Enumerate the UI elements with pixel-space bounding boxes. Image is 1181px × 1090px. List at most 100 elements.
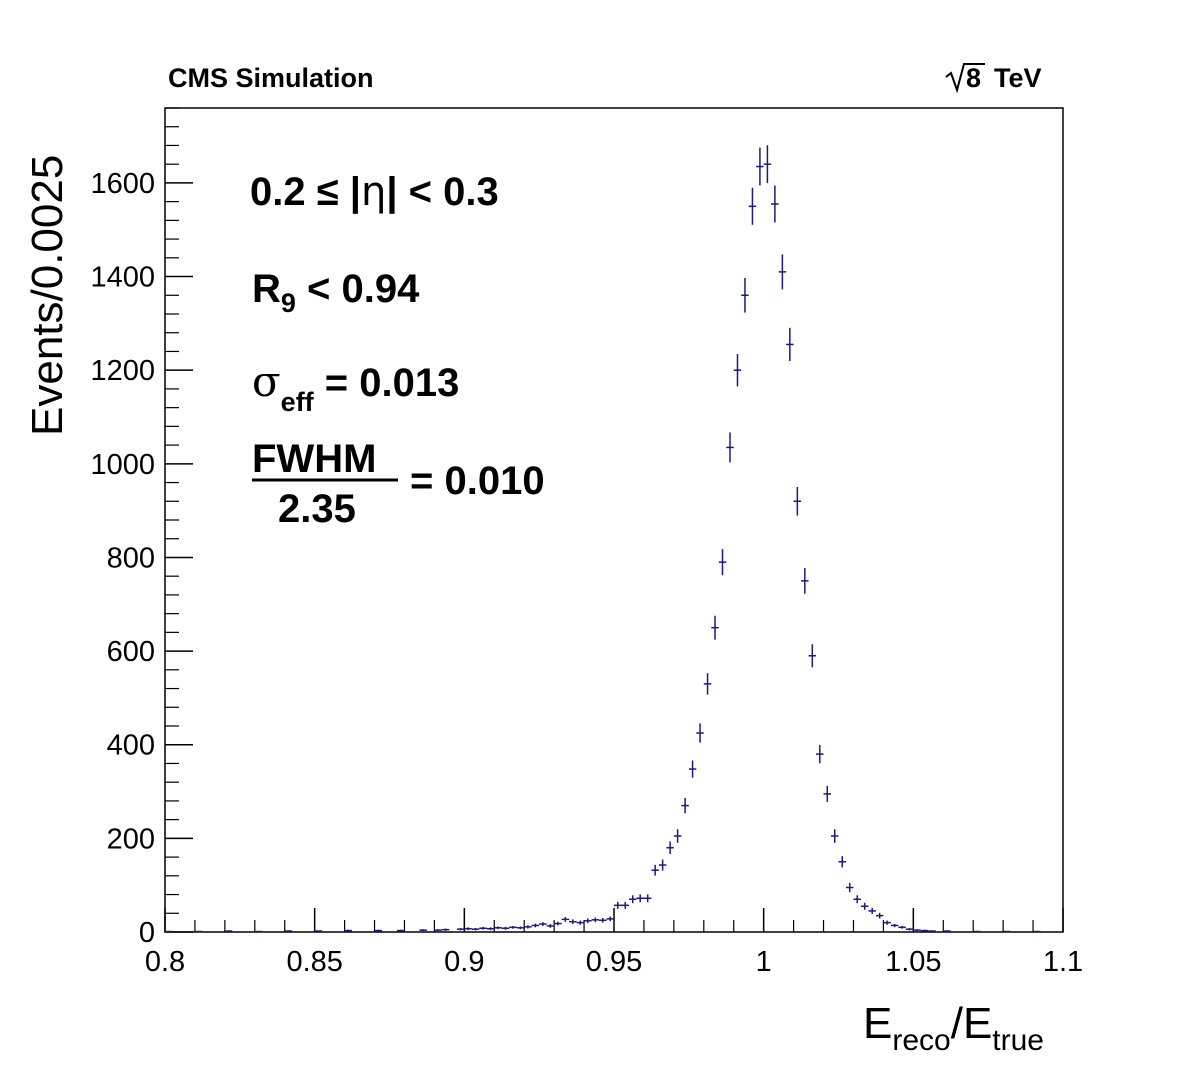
data-point	[441, 928, 450, 931]
data-point	[801, 567, 809, 594]
data-point	[546, 924, 555, 928]
fwhm-denominator: 2.35	[278, 487, 356, 531]
data-point	[1003, 930, 1011, 933]
data-point	[374, 929, 383, 932]
fwhm-numerator: FWHM	[252, 437, 376, 481]
data-point	[284, 930, 293, 932]
data-point	[531, 923, 540, 928]
data-point	[456, 928, 465, 931]
data-point	[165, 930, 173, 933]
y-axis-title: Events/0.0025	[23, 155, 72, 436]
y-axis-ticks	[165, 107, 193, 933]
data-point	[771, 185, 779, 223]
y-tick-label: 0	[139, 917, 155, 949]
data-point	[718, 549, 727, 576]
data-point	[711, 615, 719, 640]
data-point	[591, 917, 600, 923]
fwhm-value: = 0.010	[410, 459, 545, 503]
y-tick-label: 1000	[90, 449, 155, 481]
data-point	[643, 894, 652, 903]
x-tick-label: 1.05	[885, 946, 941, 978]
data-point	[838, 856, 846, 868]
data-point	[471, 928, 480, 931]
data-point	[816, 744, 824, 764]
x-axis-title: Ereco/Etrue	[863, 999, 1044, 1057]
data-point	[875, 912, 884, 919]
y-tick-label: 1600	[90, 168, 155, 200]
data-point	[396, 929, 405, 932]
x-tick-label: 1.1	[1043, 946, 1083, 978]
x-axis-tick-labels: 0.8 0.85 0.9 0.95 1 1.05 1.1	[145, 946, 1083, 978]
y-tick-label: 400	[107, 730, 155, 762]
data-point	[673, 829, 682, 843]
data-point	[569, 919, 577, 925]
x-tick-label: 1	[756, 946, 772, 978]
fwhm-label: FWHM 2.35 = 0.010	[252, 437, 545, 531]
data-point	[494, 926, 502, 930]
data-point	[778, 254, 787, 290]
data-point	[688, 760, 697, 778]
sqrt-icon	[945, 63, 985, 94]
data-point	[726, 432, 734, 463]
data-point	[419, 929, 427, 932]
energy-value: 8	[966, 63, 981, 93]
data-point	[628, 895, 637, 904]
data-point	[516, 926, 525, 930]
data-point	[636, 894, 644, 903]
data-point	[733, 354, 742, 387]
data-point	[793, 486, 802, 516]
data-point	[890, 923, 899, 928]
x-axis-ticks	[164, 908, 1064, 932]
data-point	[658, 859, 667, 871]
data-point	[973, 930, 981, 933]
data-point	[1033, 930, 1041, 933]
data-point	[344, 929, 353, 932]
data-point	[479, 926, 487, 930]
y-tick-label: 800	[107, 542, 155, 574]
energy-unit: TeV	[994, 63, 1042, 93]
data-point	[509, 925, 517, 929]
eta-range-label: 0.2 ≤ |η| < 0.3	[250, 169, 499, 215]
data-point	[943, 930, 951, 932]
cms-simulation-label: CMS Simulation	[168, 63, 374, 93]
data-point	[823, 785, 832, 802]
data-point	[621, 901, 629, 909]
data-point	[763, 145, 772, 184]
data-point	[853, 895, 861, 904]
data-point	[224, 930, 233, 932]
data-point	[606, 916, 614, 922]
data-point	[501, 926, 510, 930]
x-tick-label: 0.85	[286, 946, 342, 978]
data-point	[696, 723, 704, 743]
data-point	[928, 930, 936, 932]
x-tick-label: 0.8	[145, 946, 185, 978]
data-point	[464, 927, 472, 931]
x-tick-label: 0.95	[586, 946, 642, 978]
data-point	[576, 920, 585, 925]
data-point	[831, 829, 839, 843]
y-tick-label: 1200	[90, 355, 155, 387]
data-point	[254, 930, 263, 933]
data-point	[741, 277, 749, 313]
data-point	[194, 930, 203, 933]
data-point	[898, 925, 906, 929]
data-point	[905, 928, 914, 931]
data-point	[666, 841, 674, 855]
y-tick-label: 200	[107, 823, 155, 855]
data-point	[913, 929, 921, 932]
data-point	[584, 918, 592, 924]
data-point	[539, 922, 547, 926]
data-point	[808, 644, 817, 668]
data-point	[748, 187, 757, 225]
x-tick-label: 0.9	[444, 946, 484, 978]
data-point	[883, 920, 891, 925]
y-tick-label: 1400	[90, 262, 155, 294]
data-point	[486, 927, 495, 931]
data-point	[599, 917, 607, 923]
data-point	[920, 929, 929, 932]
data-point	[524, 925, 532, 929]
data-point	[651, 864, 659, 876]
energy-label: 8 TeV	[945, 63, 1042, 94]
data-point	[860, 902, 869, 910]
